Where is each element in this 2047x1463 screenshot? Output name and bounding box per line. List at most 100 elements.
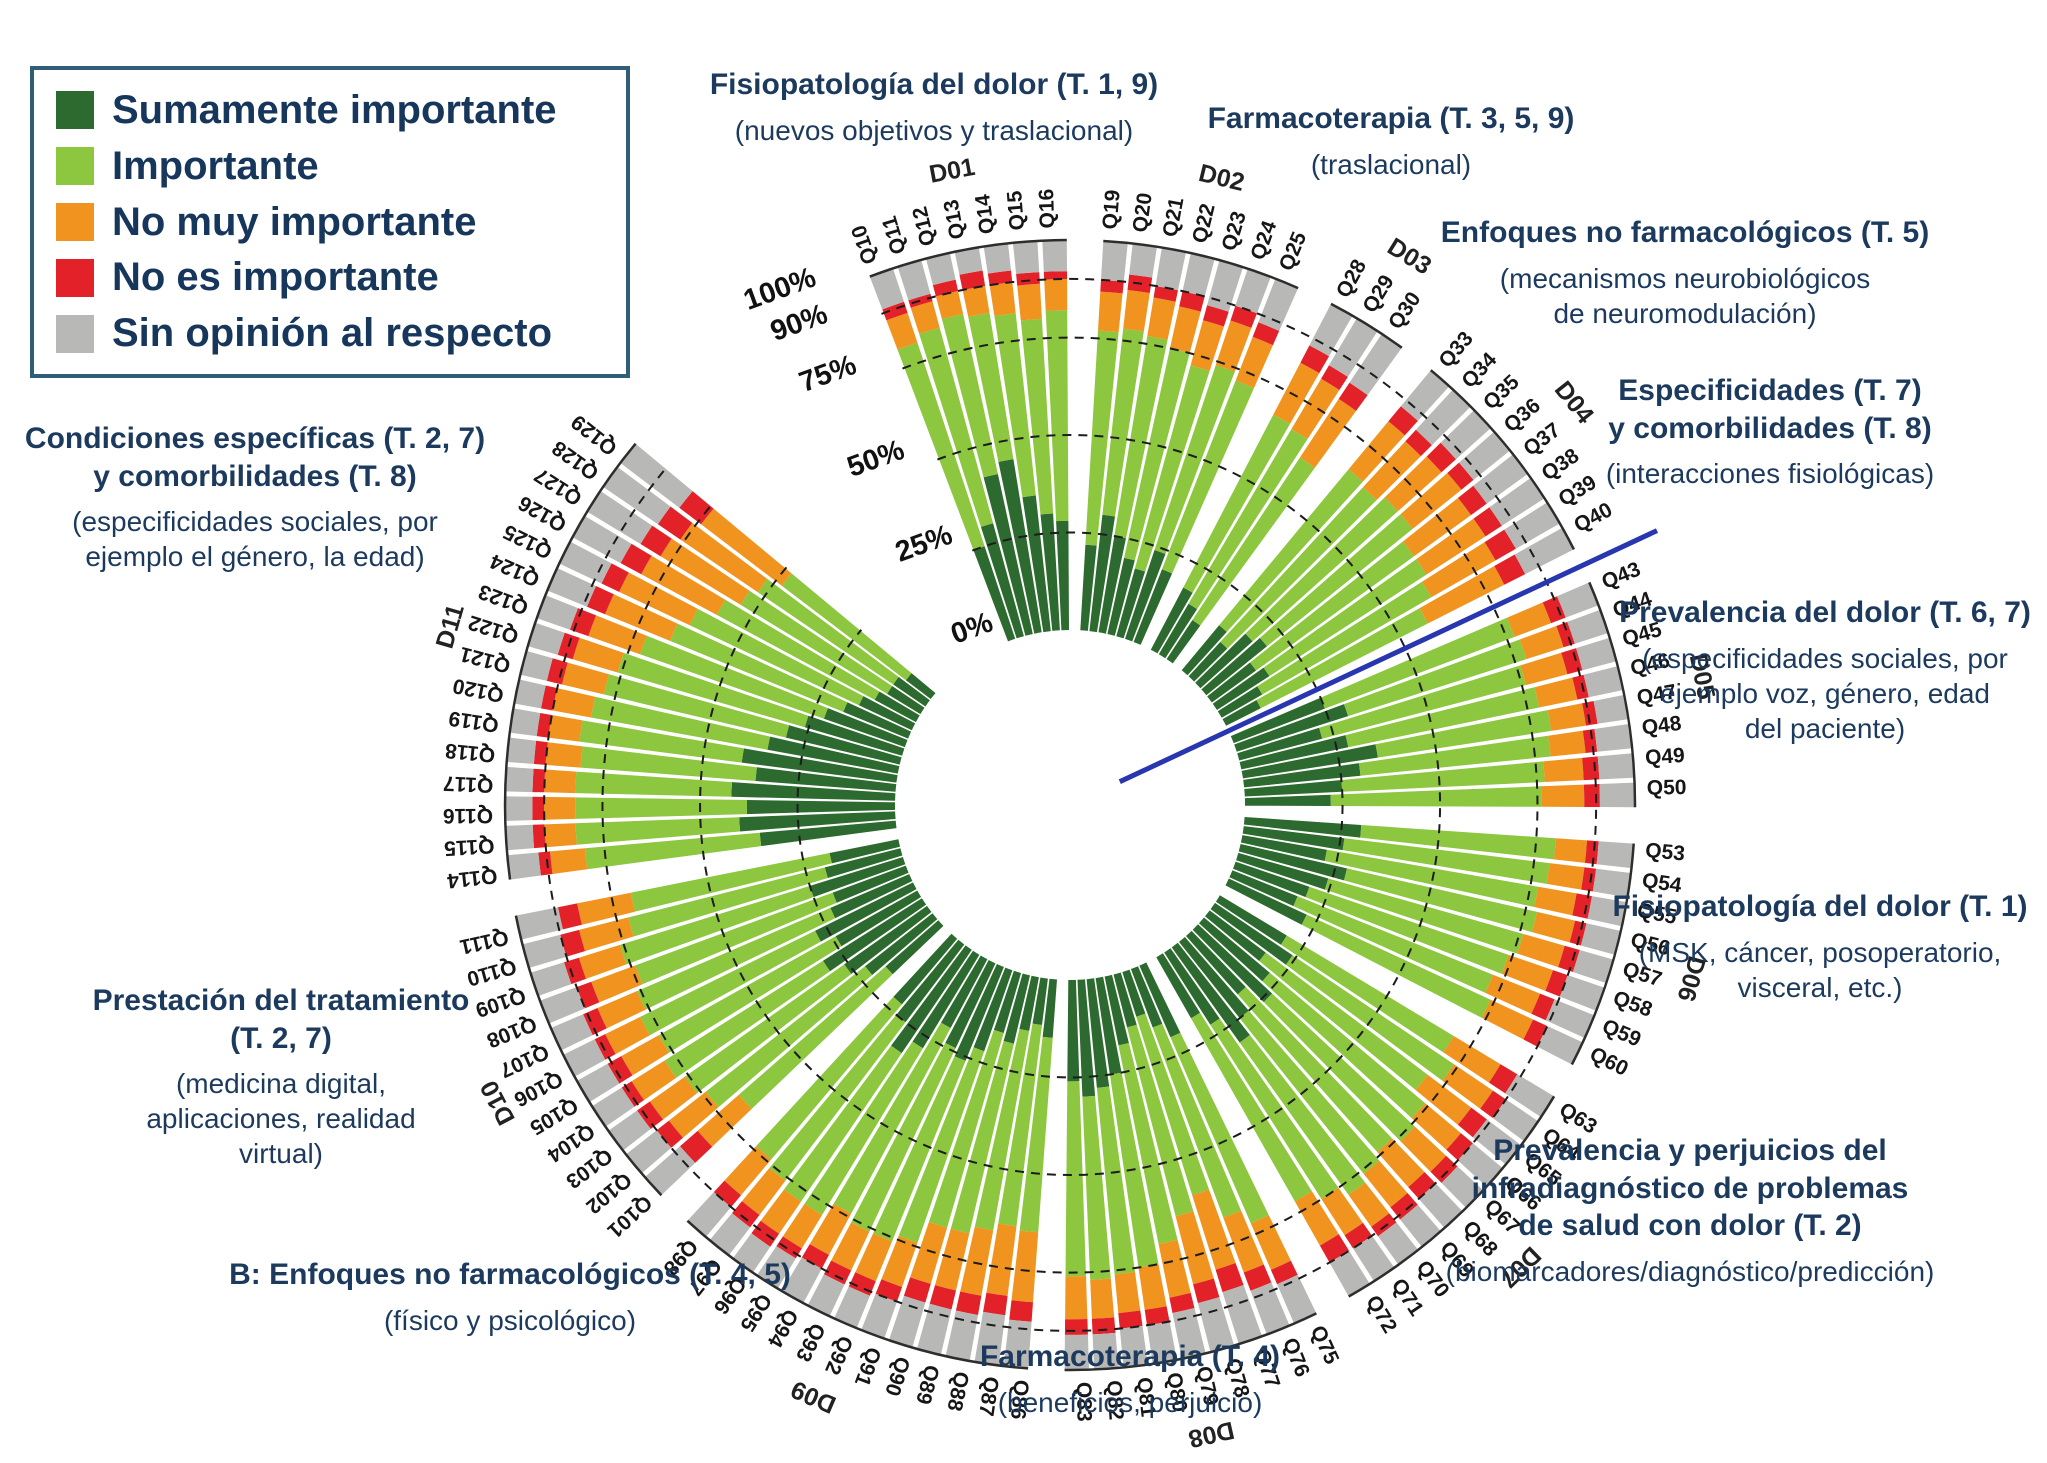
- bar-segment: [1067, 979, 1080, 1082]
- bar-segment: [658, 936, 842, 1053]
- bar-segment: [520, 650, 553, 681]
- bar-segment: [1517, 934, 1565, 968]
- bar-segment: [1125, 550, 1166, 642]
- question-label: Q16: [1035, 188, 1059, 228]
- bar-segment: [562, 662, 609, 695]
- bar-segment: [572, 637, 624, 673]
- question-label: Q120: [451, 674, 506, 707]
- bar-segment: [545, 742, 583, 768]
- bar-segment: [983, 1292, 1008, 1316]
- question-label: Q43: [1598, 558, 1643, 594]
- bar-segment: [687, 1192, 731, 1237]
- bar-segment: [886, 312, 918, 350]
- bar-segment: [1485, 974, 1541, 1014]
- bar-segment: [1419, 566, 1505, 624]
- bar-segment: [1319, 1234, 1350, 1263]
- bar-segment: [1186, 930, 1246, 995]
- bar-segment: [881, 1235, 918, 1287]
- bar-segment: [1044, 279, 1068, 311]
- bar-segment: [1019, 975, 1039, 1031]
- bar-segment: [983, 474, 1033, 636]
- bar-segment: [1096, 1086, 1135, 1275]
- bar-segment: [1583, 666, 1624, 698]
- legend-swatch-light-green: [56, 147, 94, 186]
- bar-segment: [1257, 581, 1432, 695]
- bar-segment: [756, 996, 902, 1160]
- bar-segment: [1114, 336, 1168, 539]
- bar-segment: [530, 962, 572, 996]
- bar-segment: [1170, 1032, 1269, 1224]
- bar-segment: [1473, 454, 1528, 504]
- bar-segment: [785, 725, 902, 765]
- bar-segment: [1098, 291, 1123, 333]
- bar-segment: [536, 713, 552, 738]
- bar-segment: [858, 696, 916, 731]
- bar-segment: [1129, 243, 1157, 278]
- bar-segment: [1320, 617, 1515, 709]
- bar-segment: [522, 934, 567, 968]
- axis-tick-label: 50%: [843, 434, 909, 484]
- callout-pain-prevalence: Prevalencia del dolor (T. 6, 7) (especif…: [1605, 594, 2045, 746]
- bar-segment: [1583, 784, 1600, 807]
- bar-segment: [640, 525, 672, 557]
- bar-segment: [1065, 1276, 1088, 1320]
- bar-segment: [1175, 1211, 1214, 1285]
- grid-ring: [796, 531, 1344, 1079]
- bar-segment: [1446, 1133, 1473, 1161]
- bar-segment: [1492, 1099, 1539, 1142]
- bar-segment: [960, 1226, 994, 1296]
- bar-segment: [1230, 305, 1257, 328]
- bar-segment: [732, 1201, 760, 1228]
- callout-non-pharma-b: B: Enfoques no farmacológicos (T. 4, 5) …: [160, 1256, 860, 1338]
- bar-segment: [1122, 969, 1146, 1017]
- bar-segment: [1256, 608, 1428, 709]
- bar-segment: [680, 522, 768, 593]
- callout-subtitle: (nuevos objetivos y traslacional): [734, 114, 1134, 146]
- bar-segment: [1481, 999, 1534, 1040]
- bar-segment: [1363, 441, 1421, 501]
- question-label: Q22: [1188, 201, 1220, 245]
- question-label: Q48: [1641, 712, 1684, 740]
- bar-segment: [1440, 410, 1491, 460]
- bar-segment: [869, 268, 904, 310]
- bar-segment: [954, 247, 983, 275]
- bar-segment: [1506, 602, 1552, 637]
- bar-segment: [1514, 527, 1574, 575]
- bar-segment: [505, 796, 533, 821]
- bar-segment: [955, 1291, 982, 1315]
- bar-segment: [579, 917, 634, 952]
- bar-segment: [544, 769, 577, 794]
- question-label: Q121: [457, 642, 513, 677]
- bar-segment: [910, 1222, 948, 1284]
- bar-segment: [591, 965, 643, 1003]
- bar-segment: [1244, 780, 1343, 797]
- question-label: Q119: [447, 706, 500, 736]
- domain-rim-arc: [869, 238, 1067, 278]
- bar-segment: [713, 1180, 741, 1208]
- bar-segment: [1158, 603, 1198, 659]
- bar-segment: [1045, 310, 1069, 522]
- bar-segment: [603, 674, 790, 738]
- bar-segment: [1472, 1119, 1522, 1165]
- domain-rim-arc: [1570, 843, 1635, 1066]
- callout-subtitle: (biomarcadores/diagnóstico/predicción): [1445, 1255, 1935, 1287]
- bar-segment: [1222, 700, 1261, 726]
- bar-segment: [636, 907, 836, 1010]
- bar-segment: [1239, 735, 1349, 770]
- bar-segment: [1082, 1095, 1111, 1280]
- bar-segment: [1262, 972, 1426, 1119]
- bar-segment: [1183, 414, 1291, 593]
- bar-segment: [1009, 1300, 1033, 1322]
- bar-segment: [1155, 247, 1186, 291]
- bar-segment: [617, 652, 809, 728]
- bar-segment: [1329, 318, 1378, 377]
- domain-rim-arc: [1103, 239, 1299, 290]
- bar-segment: [1162, 380, 1254, 574]
- bar-segment: [1430, 1155, 1458, 1183]
- question-label: Q23: [1217, 209, 1250, 254]
- bar-segment: [1321, 365, 1348, 390]
- bar-segment: [1138, 1264, 1167, 1310]
- bar-segment: [575, 771, 732, 797]
- bar-segment: [1012, 240, 1040, 274]
- bar-segment: [1319, 665, 1526, 739]
